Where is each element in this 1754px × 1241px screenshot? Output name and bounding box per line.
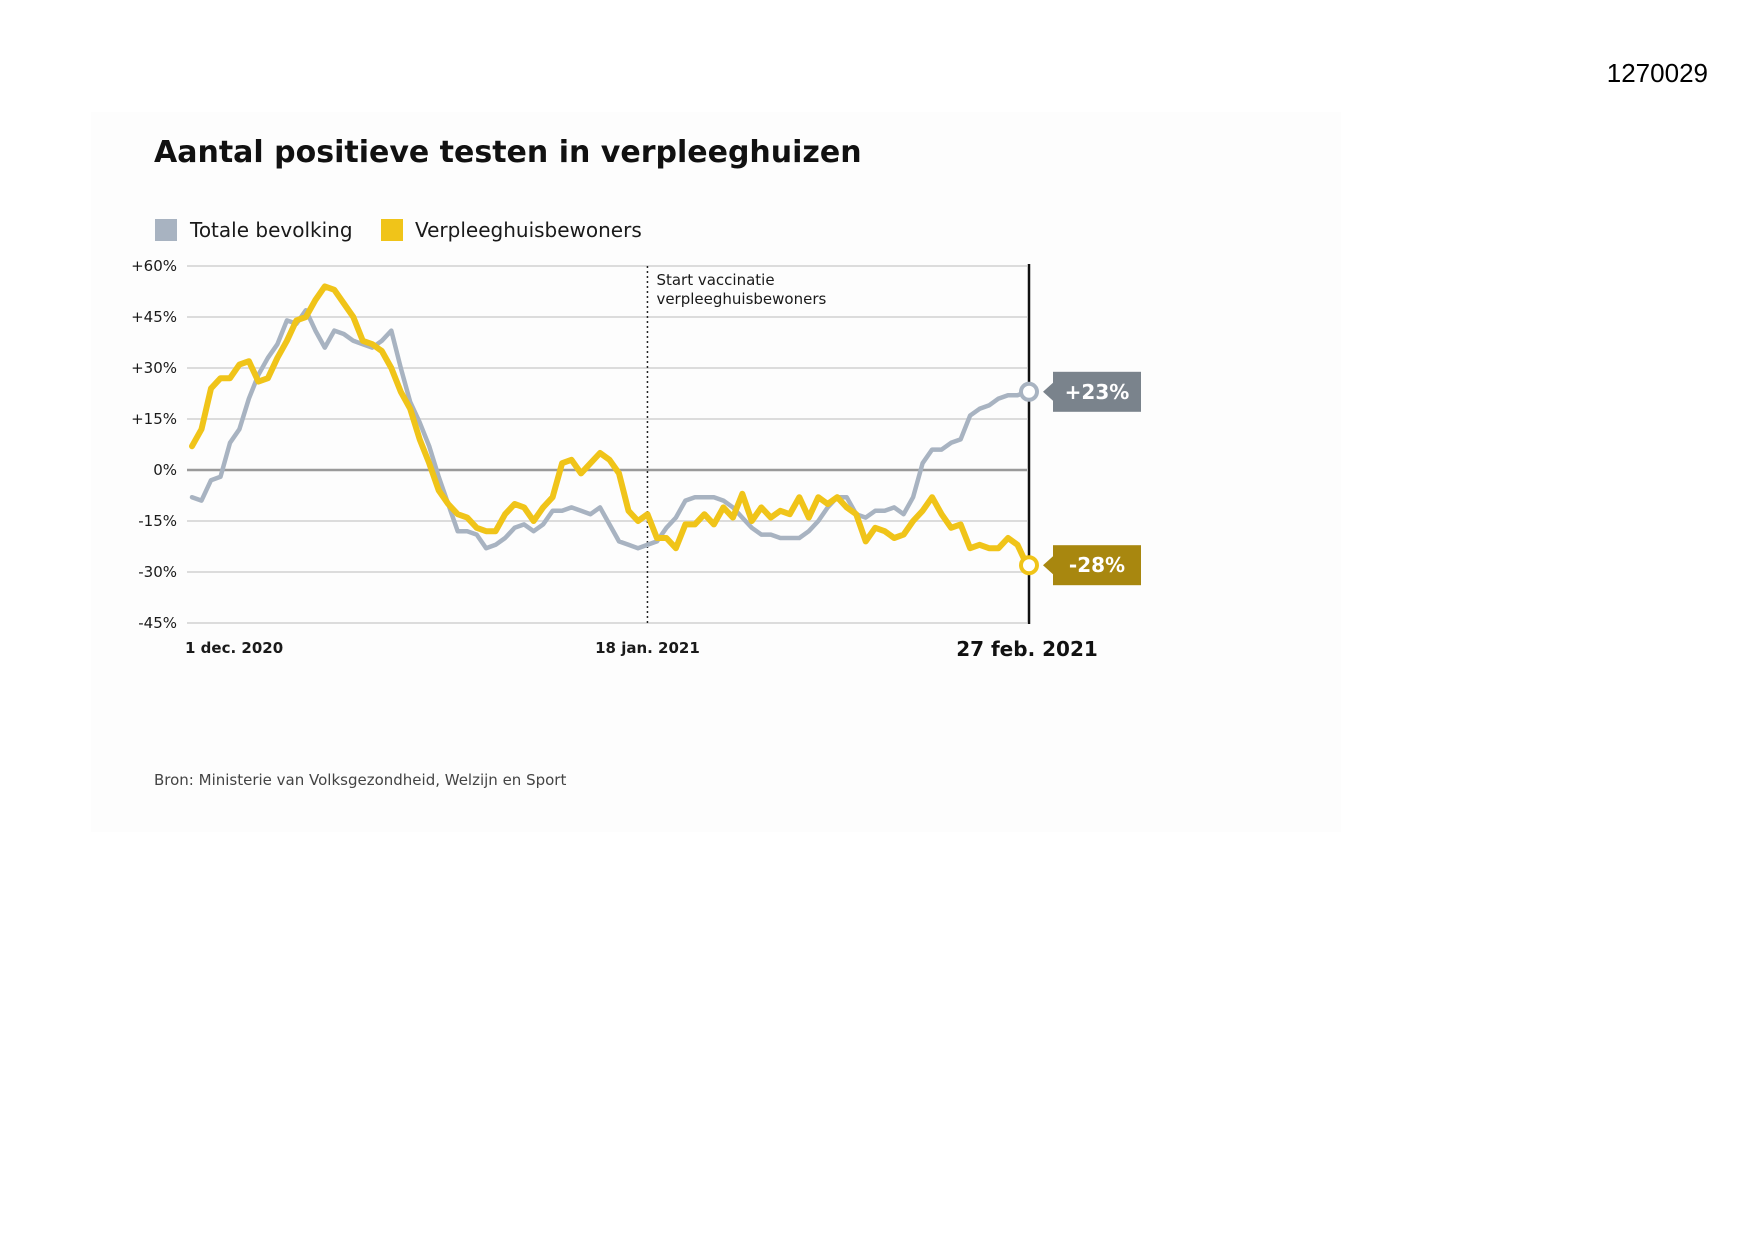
x-tick-label: 1 dec. 2020 (185, 639, 283, 657)
y-tick-label: +45% (131, 308, 177, 326)
legend: Totale bevolking Verpleeghuisbewoners (155, 218, 642, 242)
end-marker-verpleeghuisbewoners (1019, 555, 1039, 576)
y-tick-label: -45% (138, 614, 177, 632)
legend-label-verpleeghuis: Verpleeghuisbewoners (415, 218, 642, 242)
y-tick-label: +30% (131, 359, 177, 377)
end-badge-totale-bevolking: +23% (1043, 371, 1141, 412)
y-axis-ticks: +60% +45% +30% +15% 0% -15% -30% -45% (131, 257, 177, 632)
x-axis-ticks: 1 dec. 2020 18 jan. 2021 27 feb. 2021 (185, 637, 1098, 661)
chart: Aantal positieve testen in verpleeghuize… (131, 135, 1141, 789)
series-line-totale-bevolking (189, 307, 1030, 551)
chart-title: Aantal positieve testen in verpleeghuize… (154, 135, 862, 170)
end-markers: +23% -28% (1019, 264, 1141, 624)
legend-swatch-totale (155, 219, 177, 241)
y-tick-label: -30% (138, 563, 177, 581)
y-tick-label: +15% (131, 410, 177, 428)
x-tick-label: 18 jan. 2021 (595, 639, 700, 657)
y-tick-label: -15% (138, 512, 177, 530)
annotation-text: Start vaccinatie (656, 271, 774, 289)
badge-value: -28% (1069, 553, 1125, 577)
badge-value: +23% (1065, 380, 1130, 404)
y-tick-label: +60% (131, 257, 177, 275)
source-note: Bron: Ministerie van Volksgezondheid, We… (154, 771, 566, 789)
gridlines (187, 265, 1027, 624)
series-lines (189, 283, 1030, 569)
legend-label-totale: Totale bevolking (189, 218, 353, 242)
badge-pointer (1043, 556, 1053, 575)
end-marker-totale-bevolking (1019, 381, 1039, 402)
end-badge-verpleeghuisbewoners: -28% (1043, 545, 1141, 586)
series-line-verpleeghuisbewoners (189, 283, 1030, 569)
chart-panel: Aantal positieve testen in verpleeghuize… (91, 112, 1341, 832)
document-number: 1270029 (1606, 58, 1708, 88)
x-tick-label: 27 feb. 2021 (956, 637, 1098, 661)
y-tick-label: 0% (153, 461, 177, 479)
legend-swatch-verpleeghuis (381, 219, 403, 241)
badge-pointer (1043, 382, 1053, 401)
annotation-text: verpleeghuisbewoners (656, 290, 826, 308)
badge-box (1053, 545, 1141, 586)
badge-box (1053, 371, 1141, 412)
